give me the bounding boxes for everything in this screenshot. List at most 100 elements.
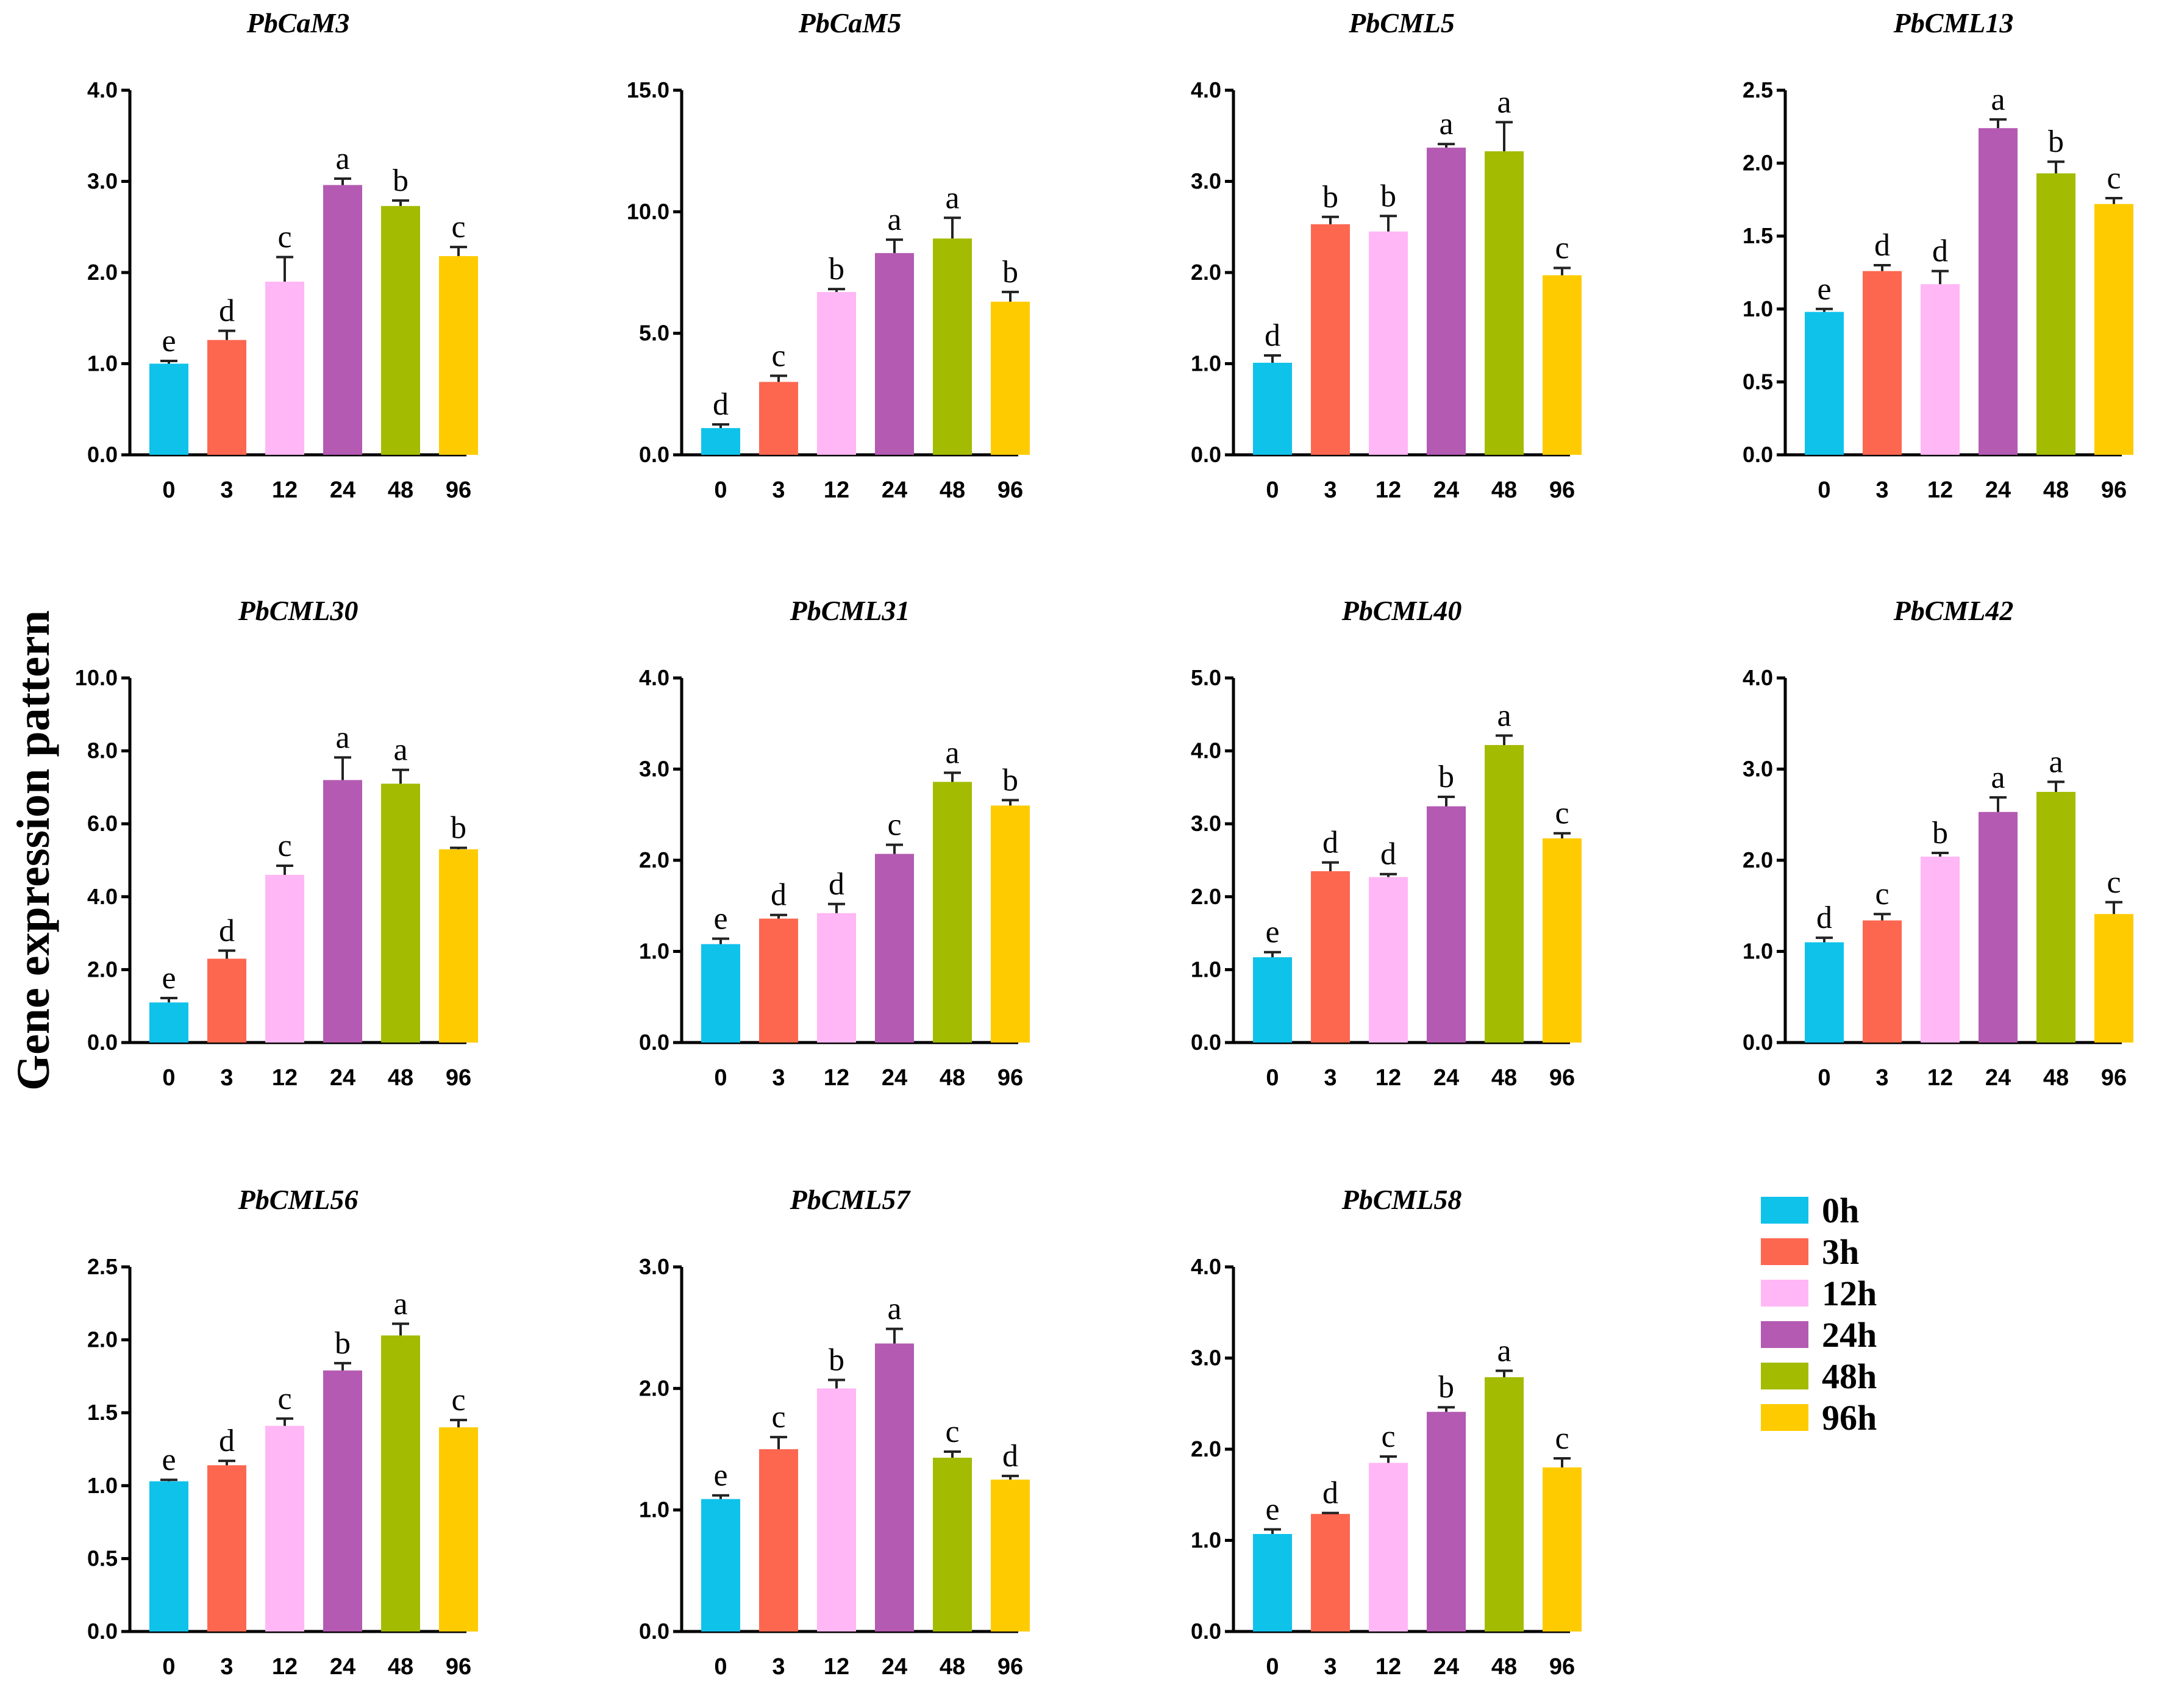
significance-label: b xyxy=(829,1343,844,1377)
x-tick-label: 48 xyxy=(388,1654,413,1680)
significance-label: d xyxy=(1322,826,1338,860)
x-tick-label: 24 xyxy=(1985,477,2011,503)
y-tick-label: 1.0 xyxy=(639,939,669,964)
significance-label: c xyxy=(277,829,291,863)
bar-48h xyxy=(1485,1377,1524,1631)
significance-label: a xyxy=(1439,107,1453,141)
bar-12h xyxy=(1921,284,1960,455)
chart-pbcml13: PbCML13 0.0 0.5 1.0 1.5 2.0 2.5 e 0 d 3 d 12 a 24 b 48 c 9… xyxy=(1743,7,2133,503)
y-tick-label: 0.0 xyxy=(1743,1030,1773,1055)
legend-item-0h: 0h xyxy=(1761,1191,1859,1230)
bar-48h xyxy=(933,782,972,1043)
x-tick-label: 3 xyxy=(1324,477,1336,503)
significance-label: b xyxy=(1322,180,1338,215)
y-tick-label: 2.0 xyxy=(87,1327,118,1352)
significance-label: d xyxy=(771,878,787,913)
y-tick-label: 1.5 xyxy=(1743,223,1773,248)
chart-pbcam5: PbCaM5 0.0 5.0 10.0 15.0 d 0 c 3 b 12 a 24 a 48 b 96 xyxy=(627,7,1030,503)
x-tick-label: 96 xyxy=(1549,1654,1575,1680)
x-tick-label: 12 xyxy=(824,1065,849,1091)
y-tick-label: 2.0 xyxy=(87,260,118,285)
y-tick-label: 0.0 xyxy=(1743,442,1773,467)
significance-label: c xyxy=(887,808,901,843)
bar-24h xyxy=(1979,128,2018,455)
significance-label: a xyxy=(1991,760,2005,795)
chart-pbcml58: PbCML58 0.0 1.0 2.0 3.0 4.0 e 0 d 3 c 12 b 24 a 48 c 96 xyxy=(1191,1184,1582,1680)
chart-title: PbCML13 xyxy=(1893,7,2014,38)
bar-12h xyxy=(1369,231,1408,455)
significance-label: d xyxy=(1380,837,1396,872)
significance-label: c xyxy=(771,1400,785,1435)
bar-12h xyxy=(817,913,856,1043)
x-tick-label: 96 xyxy=(997,1654,1023,1680)
y-tick-label: 4.0 xyxy=(87,884,118,909)
x-tick-label: 0 xyxy=(1266,1654,1279,1680)
y-tick-label: 0.0 xyxy=(639,442,669,467)
significance-label: c xyxy=(771,338,785,373)
bar-96h xyxy=(991,805,1030,1043)
x-tick-label: 24 xyxy=(330,1065,355,1091)
y-tick-label: 6.0 xyxy=(87,811,118,836)
chart-pbcml42: PbCML42 0.0 1.0 2.0 3.0 4.0 d 0 c 3 b 12 a 24 a 48 c 96 xyxy=(1743,595,2133,1091)
bar-3h xyxy=(1311,1514,1350,1631)
significance-label: b xyxy=(1002,255,1018,290)
x-tick-label: 3 xyxy=(220,1065,233,1091)
bar-96h xyxy=(991,1479,1030,1631)
significance-label: c xyxy=(2107,865,2121,900)
y-tick-label: 2.0 xyxy=(1191,260,1221,285)
legend-label: 0h xyxy=(1822,1191,1859,1230)
significance-label: a xyxy=(945,735,959,770)
y-tick-label: 8.0 xyxy=(87,738,118,763)
y-tick-label: 1.0 xyxy=(87,1473,118,1498)
bar-12h xyxy=(817,291,856,455)
chart-pbcam3: PbCaM3 0.0 1.0 2.0 3.0 4.0 e 0 d 3 c 12 a 24 b 48 c 96 xyxy=(87,7,478,503)
y-tick-label: 2.0 xyxy=(639,1375,669,1400)
y-tick-label: 0.0 xyxy=(639,1619,669,1644)
significance-label: c xyxy=(1875,877,1889,911)
y-tick-label: 2.0 xyxy=(1743,847,1773,872)
legend-label: 3h xyxy=(1822,1232,1859,1272)
y-tick-label: 1.0 xyxy=(1191,351,1221,376)
x-tick-label: 12 xyxy=(272,1065,298,1091)
significance-label: a xyxy=(393,1286,407,1321)
y-tick-label: 2.0 xyxy=(1191,884,1221,909)
y-tick-label: 1.0 xyxy=(1191,957,1221,982)
significance-label: b xyxy=(1002,763,1018,797)
x-tick-label: 24 xyxy=(1433,1654,1459,1680)
significance-label: c xyxy=(945,1414,959,1449)
chart-title: PbCML42 xyxy=(1893,595,2014,626)
chart-pbcml5: PbCML5 0.0 1.0 2.0 3.0 4.0 d 0 b 3 b 12 a 24 a 48 c 96 xyxy=(1191,7,1582,503)
y-tick-label: 10.0 xyxy=(627,199,669,224)
y-tick-label: 4.0 xyxy=(1191,1254,1221,1279)
y-tick-label: 3.0 xyxy=(639,1254,669,1279)
x-tick-label: 48 xyxy=(940,1065,965,1091)
significance-label: d xyxy=(1322,1476,1338,1511)
legend-label: 96h xyxy=(1822,1398,1877,1438)
x-tick-label: 48 xyxy=(940,477,965,503)
x-tick-label: 3 xyxy=(772,1065,785,1091)
significance-label: c xyxy=(277,1382,291,1416)
bar-48h xyxy=(933,238,972,455)
bar-0h xyxy=(701,944,740,1043)
bar-12h xyxy=(1369,1463,1408,1631)
x-tick-label: 12 xyxy=(272,477,298,503)
bar-3h xyxy=(207,958,246,1043)
bar-96h xyxy=(439,256,478,455)
y-tick-label: 2.0 xyxy=(1191,1436,1221,1461)
y-tick-label: 3.0 xyxy=(1191,811,1221,836)
x-tick-label: 48 xyxy=(1491,1654,1517,1680)
y-tick-label: 4.0 xyxy=(1743,665,1773,690)
y-tick-label: 4.0 xyxy=(639,665,669,690)
bar-48h xyxy=(381,1335,420,1631)
x-tick-label: 0 xyxy=(1818,477,1830,503)
bar-0h xyxy=(149,363,188,455)
bar-48h xyxy=(1485,151,1524,455)
significance-label: a xyxy=(335,141,349,176)
bar-0h xyxy=(1253,1534,1292,1631)
x-tick-label: 24 xyxy=(330,1654,355,1680)
x-tick-label: 12 xyxy=(1927,1065,1953,1091)
y-tick-label: 1.5 xyxy=(87,1400,118,1425)
significance-label: a xyxy=(1497,85,1511,119)
x-tick-label: 3 xyxy=(772,1654,785,1680)
x-tick-label: 12 xyxy=(1927,477,1953,503)
